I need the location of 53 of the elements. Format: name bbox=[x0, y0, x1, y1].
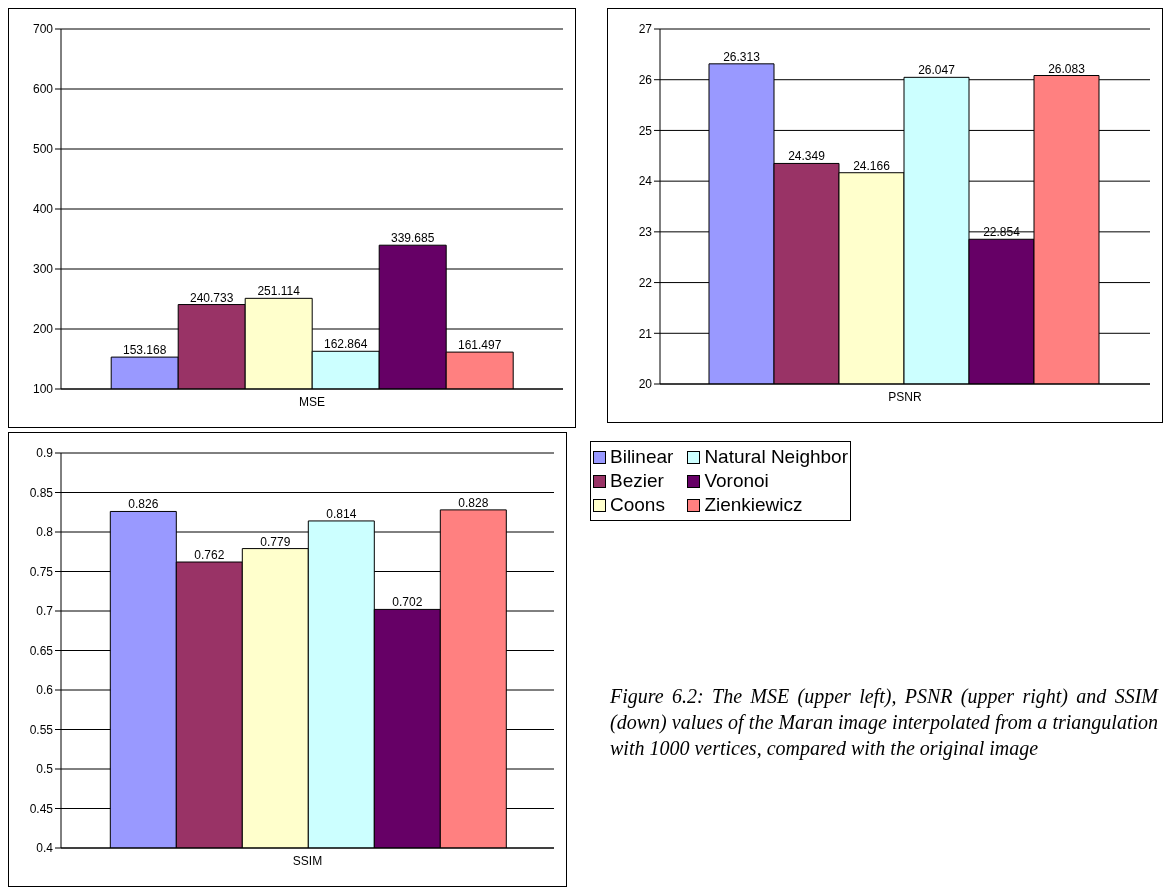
y-tick-label: 100 bbox=[32, 382, 54, 397]
y-tick-label: 600 bbox=[32, 82, 54, 97]
data-label: 161.497 bbox=[458, 338, 502, 353]
data-label: 0.779 bbox=[260, 534, 291, 549]
y-tick-label: 0.6 bbox=[36, 683, 54, 698]
y-tick-label: 500 bbox=[32, 142, 54, 157]
data-label: 24.349 bbox=[788, 149, 826, 164]
y-tick-label: 21 bbox=[638, 326, 653, 341]
data-label: 153.168 bbox=[123, 343, 167, 358]
y-tick-label: 700 bbox=[32, 22, 54, 37]
legend-label: Zienkiewicz bbox=[704, 494, 803, 516]
data-label: 0.702 bbox=[392, 595, 423, 610]
x-tick-label: PSNR bbox=[888, 389, 922, 404]
legend-label: Bezier bbox=[610, 470, 664, 492]
legend-label: Coons bbox=[610, 494, 665, 516]
y-tick-label: 400 bbox=[32, 202, 54, 217]
y-tick-label: 0.7 bbox=[36, 604, 54, 619]
x-tick-label: MSE bbox=[298, 394, 326, 409]
data-label: 339.685 bbox=[391, 231, 435, 246]
y-tick-label: 300 bbox=[32, 262, 54, 277]
data-label: 251.114 bbox=[257, 284, 301, 299]
y-tick-label: 0.45 bbox=[29, 801, 54, 816]
y-tick-label: 0.75 bbox=[29, 564, 54, 579]
y-tick-label: 0.5 bbox=[36, 762, 54, 777]
y-tick-label: 0.9 bbox=[36, 446, 54, 461]
y-tick-label: 0.8 bbox=[36, 525, 54, 540]
y-tick-label: 0.85 bbox=[29, 485, 54, 500]
legend-label: Natural Neighbor bbox=[704, 446, 849, 468]
y-tick-label: 22 bbox=[638, 275, 653, 290]
y-tick-label: 25 bbox=[638, 123, 653, 138]
data-label: 26.083 bbox=[1048, 61, 1086, 76]
y-tick-label: 23 bbox=[638, 225, 653, 240]
x-tick-label: SSIM bbox=[292, 853, 323, 868]
legend-label: Bilinear bbox=[610, 446, 674, 468]
y-tick-label: 26 bbox=[638, 72, 653, 87]
data-label: 0.828 bbox=[458, 495, 489, 510]
data-label: 0.826 bbox=[128, 497, 159, 512]
data-label: 26.313 bbox=[723, 49, 761, 64]
caption: Figure 6.2: The MSE (upper left), PSNR (upper right) and SSIM (down) values of the Maran image interpolated from a triangulation with 1000 vertices, compared with the original image bbox=[610, 684, 1158, 761]
y-tick-label: 0.55 bbox=[29, 722, 54, 737]
data-label: 162.864 bbox=[324, 337, 368, 352]
data-label: 240.733 bbox=[190, 290, 234, 305]
data-label: 0.762 bbox=[194, 548, 225, 563]
data-label: 0.814 bbox=[326, 506, 357, 521]
y-tick-label: 27 bbox=[638, 22, 653, 37]
y-tick-label: 0.4 bbox=[36, 841, 54, 856]
y-tick-label: 200 bbox=[32, 322, 54, 337]
data-label: 26.047 bbox=[918, 63, 956, 78]
y-tick-label: 0.65 bbox=[29, 643, 54, 658]
y-tick-label: 20 bbox=[638, 377, 653, 392]
y-tick-label: 24 bbox=[638, 174, 653, 189]
data-label: 24.166 bbox=[853, 158, 891, 173]
legend-label: Voronoi bbox=[704, 470, 769, 492]
